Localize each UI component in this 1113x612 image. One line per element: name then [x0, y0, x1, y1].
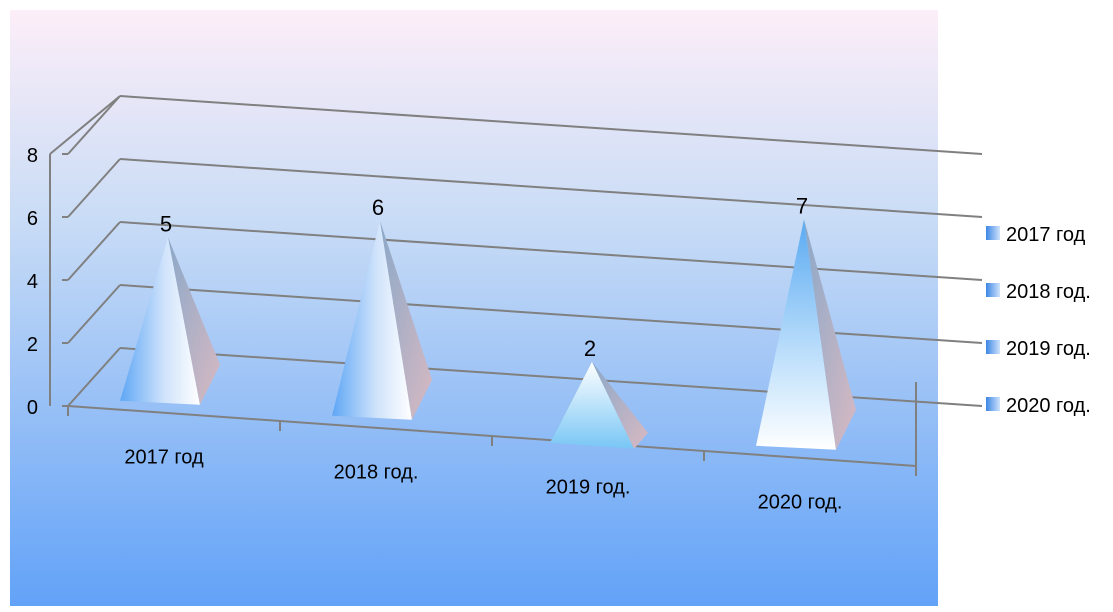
y-tick-label: 6 [27, 208, 38, 230]
y-tick-label: 8 [27, 145, 38, 167]
legend-entry: 2017 год [1006, 224, 1086, 246]
legend-swatch [986, 226, 1000, 240]
pyramid-bars [120, 219, 856, 450]
data-label: 2 [584, 336, 596, 361]
legend-entry: 2018 год. [1006, 281, 1091, 303]
y-axis-top-edge [49, 95, 121, 155]
y-tick-label: 0 [27, 397, 38, 419]
gridline-side-6 [67, 158, 121, 218]
data-label: 7 [796, 193, 808, 218]
pyramid-bar [120, 237, 220, 405]
x-tick-label: 2018 год. [334, 462, 419, 484]
legend-swatch [986, 283, 1000, 297]
legend-entry: 2019 год. [1006, 338, 1091, 360]
data-labels: 5 6 2 7 [160, 193, 808, 361]
gridlines [67, 95, 983, 407]
x-axis-ticks: 2017 год 2018 год. 2019 год. 2020 год. [67, 406, 917, 514]
pyramid-bar [550, 361, 648, 449]
x-tick-label: 2017 год [124, 447, 204, 469]
pyramid-face-front [550, 361, 634, 449]
gridline-side-8 [67, 95, 121, 155]
legend-entry: 2020 год. [1006, 395, 1091, 417]
data-label: 6 [372, 195, 384, 220]
pyramid-face-right [592, 361, 648, 449]
gridline-back-6 [119, 158, 983, 218]
y-tick-label: 4 [27, 271, 38, 293]
pyramid-face-right [380, 220, 432, 420]
pyramid-face-front [756, 219, 836, 450]
legend-swatch [986, 340, 1000, 354]
y-tick-label: 2 [27, 334, 38, 356]
gridline-side-2 [67, 284, 121, 344]
pyramid-bar [756, 219, 856, 450]
data-label: 5 [160, 211, 172, 236]
pyramid-face-front [332, 220, 412, 420]
x-tick-label: 2020 год. [758, 492, 843, 514]
gridline-back-2 [119, 284, 983, 344]
legend: 2017 год 2018 год. 2019 год. 2020 год. [986, 224, 1091, 417]
gridline-side-4 [67, 221, 121, 281]
pyramid-face-right [804, 219, 856, 450]
gridline-back-4 [119, 221, 983, 281]
legend-swatch [986, 397, 1000, 411]
pyramid-bar [332, 220, 432, 420]
pyramid-face-front [120, 237, 200, 405]
x-tick-label: 2019 год. [546, 477, 631, 499]
pyramid-face-right [168, 237, 220, 405]
gridline-back-8 [119, 95, 983, 155]
gridline-side-0 [67, 347, 121, 407]
